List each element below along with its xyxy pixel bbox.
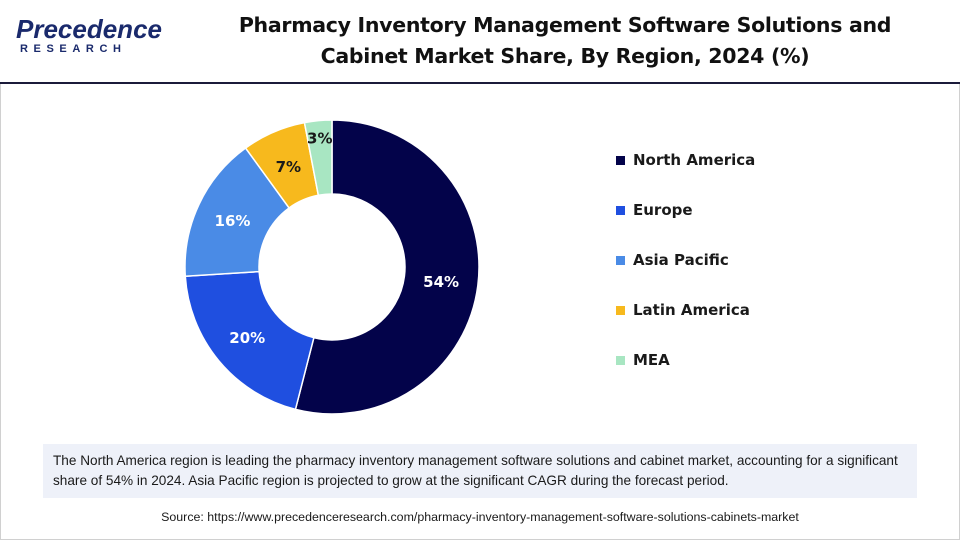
summary-text: The North America region is leading the … (43, 444, 917, 498)
donut-chart: 54% 20% 16% 7% 3% (184, 119, 480, 415)
data-label-europe: 20% (229, 329, 265, 347)
legend-swatch (616, 155, 625, 165)
legend-item-europe: Europe (616, 200, 693, 220)
header: Precedence RESEARCH Pharmacy Inventory M… (0, 0, 960, 84)
legend-swatch (616, 205, 625, 215)
source-citation: Source: https://www.precedenceresearch.c… (161, 510, 799, 524)
donut-slice-europe (184, 270, 315, 411)
legend-swatch (616, 255, 625, 265)
brand-logo: Precedence RESEARCH (16, 14, 166, 64)
legend-label: Europe (633, 201, 693, 219)
legend-item-north-america: North America (616, 150, 755, 170)
logo-subtext: RESEARCH (20, 43, 127, 55)
data-label-latin-america: 7% (276, 158, 301, 176)
legend-item-latin-america: Latin America (616, 300, 750, 320)
legend-label: Latin America (633, 301, 750, 319)
legend-label: MEA (633, 351, 670, 369)
legend-label: North America (633, 151, 756, 169)
legend-swatch (616, 355, 625, 365)
donut-slice-north-america (294, 119, 480, 415)
legend-label: Asia Pacific (633, 251, 729, 269)
data-label-north-america: 54% (423, 273, 459, 291)
data-label-asia-pacific: 16% (215, 212, 251, 230)
logo-wordmark: Precedence (16, 14, 162, 44)
chart-title-line-1: Pharmacy Inventory Management Software S… (238, 13, 892, 37)
legend-swatch (616, 305, 625, 315)
legend-item-asia-pacific: Asia Pacific (616, 250, 729, 270)
data-label-mea: 3% (307, 130, 332, 148)
donut-slice-mea (303, 119, 333, 197)
legend-item-mea: MEA (616, 350, 670, 370)
chart-title-line-2: Cabinet Market Share, By Region, 2024 (%… (320, 44, 810, 68)
chart-title: Pharmacy Inventory Management Software S… (185, 10, 945, 72)
